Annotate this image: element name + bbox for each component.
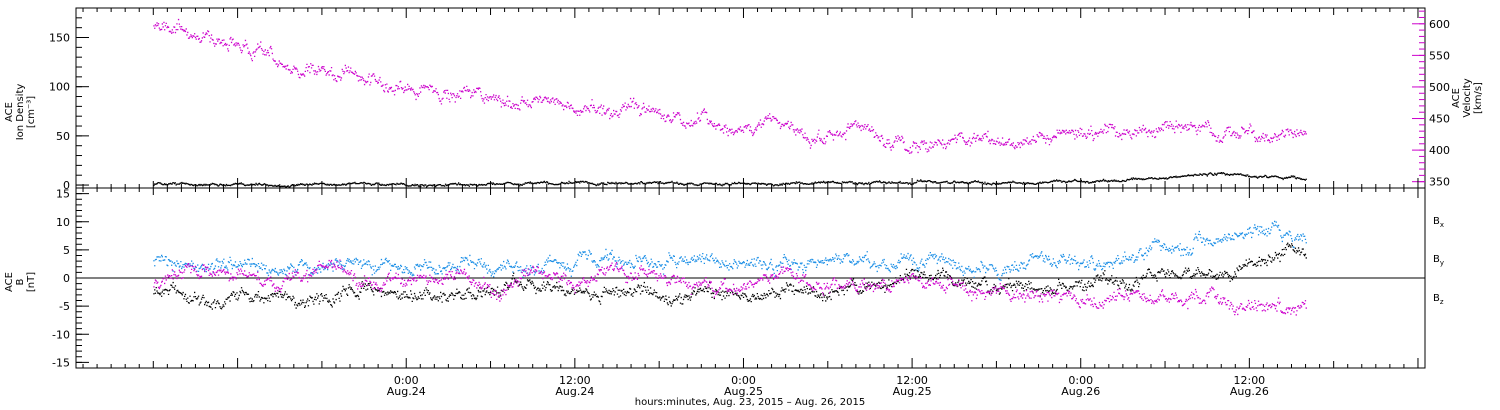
- data-points: [153, 259, 1307, 316]
- data-points: [153, 220, 1307, 281]
- x-axis-label: hours:minutes, Aug. 23, 2015 – Aug. 26, …: [635, 397, 866, 408]
- right-tick-label: 500: [1429, 81, 1450, 94]
- y-axis-label: [km/s]: [1473, 82, 1484, 114]
- series-Bz: [153, 259, 1307, 316]
- y-axis-label: B: [15, 278, 26, 285]
- right-tick-label: 400: [1429, 144, 1450, 157]
- legend-By: By: [1433, 254, 1444, 267]
- y-axis-label: ACE: [4, 102, 15, 122]
- legend-Bx: Bx: [1433, 216, 1444, 229]
- plot-frame: [75, 7, 1426, 189]
- left-tick-label: -15: [52, 356, 70, 369]
- x-tick-time: 0:00: [1068, 374, 1093, 387]
- time-axis: 0:00Aug.2412:00Aug.240:00Aug.2512:00Aug.…: [82, 8, 1419, 398]
- x-tick-time: 0:00: [731, 374, 756, 387]
- data-points: [153, 172, 1307, 188]
- left-tick-label: 0: [63, 179, 70, 192]
- magnetic-field-panel: 15 10 5 0 -5 -10 -15 ACE B [nT] Bx By Bz: [4, 187, 1444, 369]
- x-tick-date: Aug.25: [893, 385, 932, 398]
- y-axis-label: ACE: [4, 272, 15, 292]
- series-By: [153, 220, 1307, 281]
- y-axis-label: Ion Density: [15, 84, 26, 141]
- y-axis-label: [nT]: [26, 272, 37, 292]
- x-tick-date: Aug.24: [387, 385, 426, 398]
- x-tick-date: Aug.26: [1230, 385, 1269, 398]
- y-axis-label: ACE: [1451, 88, 1462, 108]
- left-tick-label: 0: [63, 272, 70, 285]
- right-tick-label: 600: [1429, 18, 1450, 31]
- y-axis-label: Velocity: [1462, 78, 1473, 117]
- x-tick-time: 12:00: [559, 374, 591, 387]
- left-tick-label: 15: [56, 188, 70, 201]
- x-tick-time: 12:00: [896, 374, 928, 387]
- series-Bx: [153, 242, 1307, 310]
- left-tick-label: 150: [49, 32, 70, 45]
- left-tick-label: -5: [59, 300, 70, 313]
- left-tick-label: -10: [52, 328, 70, 341]
- series-s1: [153, 18, 1307, 154]
- data-points: [153, 242, 1307, 310]
- right-tick-label: 350: [1429, 176, 1450, 189]
- x-tick-time: 12:00: [1233, 374, 1265, 387]
- legend-Bz: Bz: [1433, 293, 1444, 306]
- x-tick-date: Aug.25: [724, 385, 763, 398]
- y-axis-label: [cm⁻³]: [26, 96, 37, 128]
- left-tick-label: 10: [56, 216, 70, 229]
- x-tick-time: 0:00: [394, 374, 419, 387]
- left-tick-label: 100: [49, 81, 70, 94]
- x-tick-date: Aug.24: [555, 385, 594, 398]
- left-tick-label: 50: [56, 130, 70, 143]
- right-tick-label: 550: [1429, 49, 1450, 62]
- series-s0: [153, 172, 1307, 188]
- x-tick-date: Aug.26: [1061, 385, 1100, 398]
- left-tick-label: 5: [63, 244, 70, 257]
- right-tick-label: 450: [1429, 113, 1450, 126]
- data-points: [153, 18, 1307, 154]
